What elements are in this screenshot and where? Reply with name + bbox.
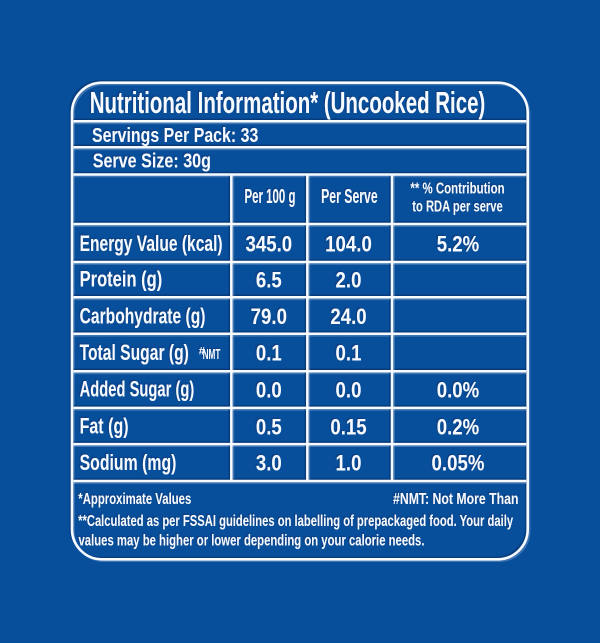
svg-text:0.0: 0.0 (256, 378, 282, 403)
svg-text:24.0: 24.0 (330, 304, 366, 329)
svg-text:Sodium (mg): Sodium (mg) (80, 450, 177, 475)
svg-text:0.1: 0.1 (256, 341, 282, 366)
svg-text:Nutritional Information* (Unco: Nutritional Information* (Uncooked Rice) (90, 85, 486, 120)
svg-text:104.0: 104.0 (325, 232, 372, 257)
svg-text:#: # (199, 346, 205, 358)
svg-text:2.0: 2.0 (336, 268, 362, 293)
svg-text:345.0: 345.0 (245, 232, 292, 257)
svg-text:5.2%: 5.2% (437, 232, 480, 257)
svg-text:Per Serve: Per Serve (321, 185, 378, 208)
svg-text:Carbohydrate (g): Carbohydrate (g) (80, 304, 206, 329)
svg-text:Protein (g): Protein (g) (80, 266, 163, 291)
svg-text:Serve Size: 30g: Serve Size: 30g (93, 150, 211, 172)
svg-text:0.2%: 0.2% (437, 414, 480, 439)
svg-text:to RDA per serve: to RDA per serve (412, 198, 503, 215)
svg-text:Servings Per Pack: 33: Servings Per Pack: 33 (92, 125, 258, 147)
svg-text:0.0: 0.0 (336, 378, 362, 403)
svg-text:0.05%: 0.05% (432, 450, 485, 475)
svg-text:Per 100 g: Per 100 g (245, 185, 296, 208)
svg-text:Energy Value (kcal): Energy Value (kcal) (80, 231, 223, 256)
svg-text:values may be higher or lower: values may be higher or lower depending … (79, 533, 425, 550)
svg-text:Total Sugar (g): Total Sugar (g) (80, 340, 189, 365)
svg-text:6.5: 6.5 (256, 268, 282, 293)
svg-text:1.0: 1.0 (336, 450, 362, 475)
svg-text:*Approximate Values: *Approximate Values (78, 491, 191, 508)
svg-text:79.0: 79.0 (251, 304, 287, 329)
svg-text:NMT: NMT (203, 347, 221, 363)
svg-text:Fat (g): Fat (g) (80, 414, 129, 439)
svg-text:0.15: 0.15 (330, 414, 366, 439)
svg-text:#NMT: Not More Than: #NMT: Not More Than (393, 491, 519, 508)
svg-text:**Calculated as per FSSAI guid: **Calculated as per FSSAI guidelines on … (78, 513, 513, 530)
svg-text:0.1: 0.1 (336, 341, 362, 366)
svg-text:Added Sugar (g): Added Sugar (g) (80, 376, 195, 401)
svg-text:0.5: 0.5 (256, 414, 282, 439)
svg-text:** % Contribution: ** % Contribution (410, 181, 504, 198)
svg-text:0.0%: 0.0% (437, 378, 480, 403)
svg-text:3.0: 3.0 (256, 450, 282, 475)
